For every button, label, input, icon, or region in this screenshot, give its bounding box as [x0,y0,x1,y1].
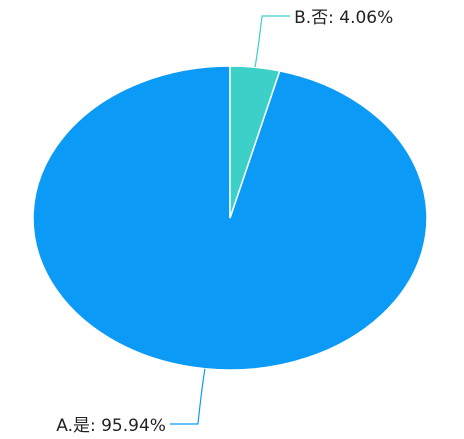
leader-line [254,15,291,68]
slice-label: B.否: 4.06% [294,8,393,28]
leader-line [169,368,206,425]
pie-slice [229,65,281,219]
slice-label: A.是: 95.94% [56,416,166,436]
